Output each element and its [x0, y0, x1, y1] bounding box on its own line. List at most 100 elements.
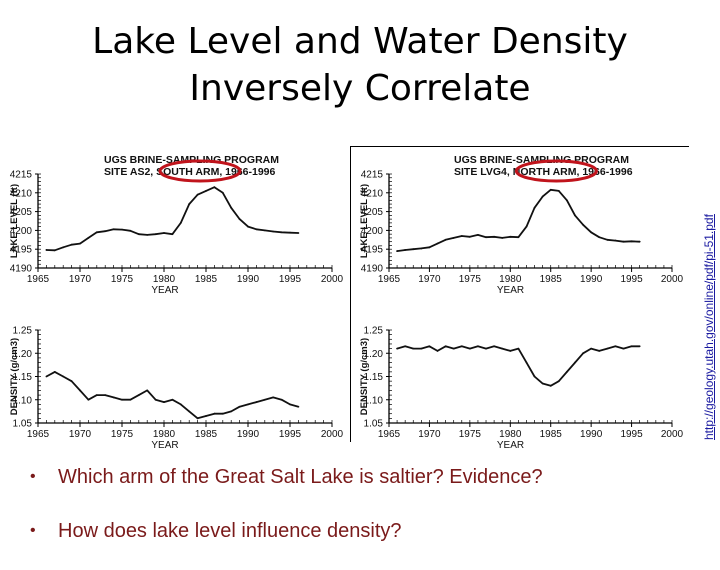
y-tick-label: 4200	[361, 226, 384, 237]
data-point	[428, 246, 431, 249]
data-point	[517, 236, 520, 239]
data-point	[493, 235, 496, 238]
data-point	[95, 394, 98, 396]
data-point	[485, 347, 487, 350]
x-tick-label: 1970	[418, 274, 441, 285]
data-point	[590, 347, 593, 350]
data-point	[247, 403, 249, 406]
data-point	[188, 203, 191, 205]
x-tick-label: 1975	[111, 429, 134, 440]
data-point	[179, 221, 182, 224]
data-point	[213, 412, 216, 415]
bullet-text-1: Which arm of the Great Salt Lake is salt…	[58, 466, 543, 488]
y-tick-label: 1.25	[364, 326, 384, 337]
data-point	[468, 347, 471, 350]
data-point	[396, 250, 398, 252]
data-point	[404, 345, 407, 348]
data-point	[501, 347, 504, 350]
data-point	[404, 249, 407, 251]
x-tick-label: 1995	[620, 274, 643, 285]
chart-title: UGS BRINE-SAMPLING PROGRAM	[454, 154, 629, 166]
data-point	[297, 232, 300, 234]
y-tick-label: 1.05	[13, 419, 33, 430]
bullet-list: • Which arm of the Great Salt Lake is sa…	[30, 462, 543, 570]
data-point	[87, 398, 90, 401]
data-point	[255, 228, 258, 231]
x-tick-label: 1990	[580, 274, 603, 285]
data-point	[452, 347, 455, 350]
data-point	[196, 417, 199, 420]
slide-title: Lake Level and Water Density Inversely C…	[0, 18, 720, 112]
y-tick-label: 4205	[361, 207, 384, 218]
source-link[interactable]: http://geology.utah.gov/online/pdf/pi-51…	[702, 214, 716, 440]
data-point	[121, 228, 123, 231]
y-tick-label: 1.10	[364, 395, 384, 406]
x-axis-label: YEAR	[151, 440, 178, 451]
data-point	[154, 398, 157, 401]
y-axis-label: LAKE LEVEL (ft)	[359, 184, 370, 258]
y-tick-label: 4190	[10, 264, 33, 275]
y-tick-label: 1.10	[13, 395, 33, 406]
data-point	[460, 235, 463, 237]
data-point	[533, 375, 536, 378]
data-point	[171, 233, 174, 236]
data-point	[485, 236, 487, 239]
data-point	[428, 345, 431, 348]
data-point	[638, 240, 641, 243]
x-tick-label: 2000	[321, 274, 344, 285]
data-point	[606, 238, 609, 241]
data-point	[468, 235, 471, 238]
data-point	[272, 230, 275, 233]
y-tick-label: 4210	[10, 188, 33, 199]
x-axis-label: YEAR	[497, 440, 524, 451]
y-tick-label: 4195	[10, 245, 33, 256]
data-point	[582, 223, 584, 226]
data-point	[137, 233, 140, 236]
data-point	[420, 347, 423, 350]
data-point	[280, 398, 283, 401]
highlight-circle	[158, 159, 242, 183]
data-point	[263, 398, 266, 401]
x-tick-label: 1980	[153, 429, 176, 440]
data-point	[205, 415, 207, 417]
x-tick-label: 1985	[195, 429, 218, 440]
slide-title-line-1: Lake Level and Water Density	[92, 21, 628, 62]
y-tick-label: 1.05	[364, 419, 384, 430]
data-point	[622, 240, 625, 243]
y-tick-label: 1.15	[13, 372, 33, 383]
x-tick-label: 1965	[378, 274, 401, 285]
data-point	[565, 199, 568, 202]
data-point	[230, 410, 233, 413]
x-tick-label: 1985	[540, 274, 563, 285]
x-tick-label: 1980	[153, 274, 176, 285]
x-tick-label: 1965	[27, 274, 50, 285]
data-point	[53, 370, 56, 373]
series-line	[45, 371, 299, 420]
x-tick-label: 1965	[27, 429, 50, 440]
data-point	[598, 236, 601, 239]
north-arm-density-chart: 1965 1970 1975 1980 1985 1990 1995 2000 YEAR 1.05…	[359, 326, 684, 452]
data-point	[541, 382, 544, 385]
x-tick-label: 1970	[69, 274, 92, 285]
data-point	[614, 345, 617, 348]
x-tick-label: 1975	[459, 429, 482, 440]
data-point	[146, 234, 149, 236]
x-tick-label: 1965	[378, 429, 401, 440]
data-point	[598, 350, 601, 352]
data-point	[70, 380, 73, 383]
data-point	[112, 396, 115, 399]
bullet-dot-icon: •	[30, 468, 36, 485]
data-point	[574, 361, 576, 364]
x-tick-label: 1995	[279, 274, 302, 285]
data-point	[179, 403, 182, 406]
y-axis-label: DENSITY (g/cm3)	[359, 338, 370, 415]
data-point	[557, 190, 560, 192]
data-point	[79, 389, 81, 392]
x-tick-label: 2000	[661, 429, 684, 440]
data-point	[557, 380, 560, 383]
data-point	[549, 384, 552, 387]
series-line	[46, 186, 299, 252]
data-point	[95, 231, 98, 234]
bullet-item-2: • How does lake level influence density?	[30, 516, 543, 546]
y-tick-label: 4215	[361, 170, 384, 181]
